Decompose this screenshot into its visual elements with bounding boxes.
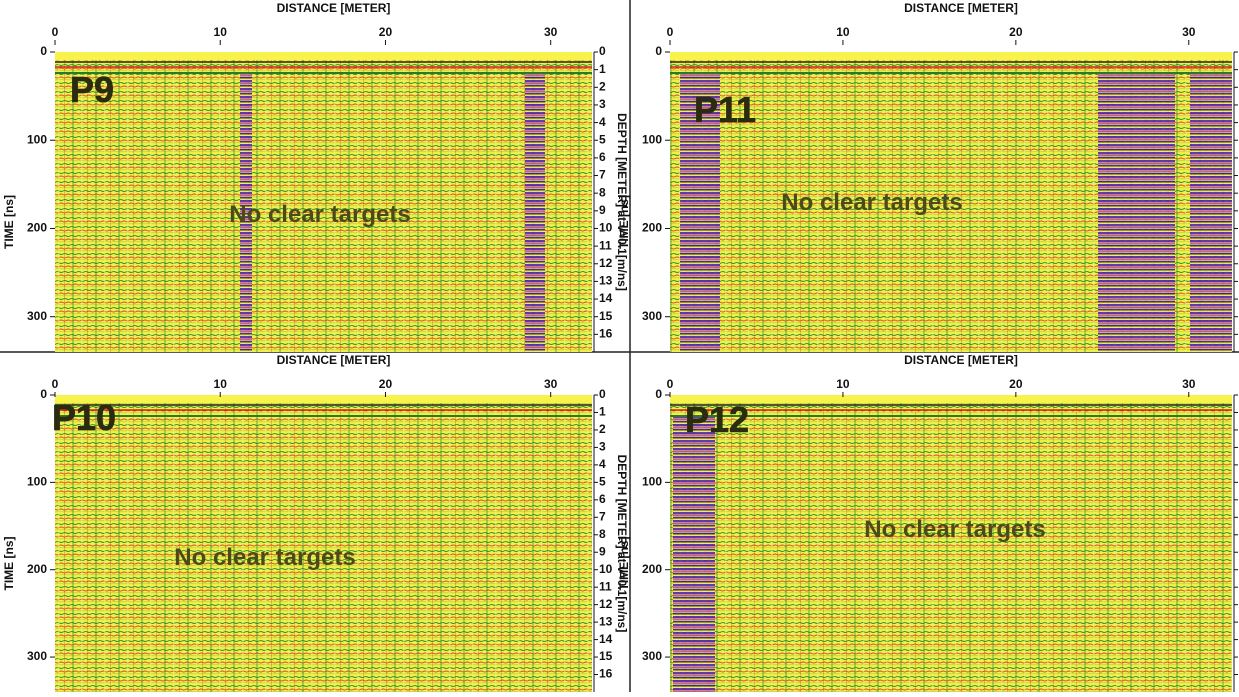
x-tick-label: 0 bbox=[52, 25, 59, 39]
strong-reflection bbox=[1098, 72, 1175, 352]
y2-tick-label: 4 bbox=[599, 457, 606, 471]
y2-tick-label: 3 bbox=[599, 97, 606, 111]
y-tick-label: 200 bbox=[642, 562, 662, 576]
surface-band bbox=[55, 395, 592, 403]
y2-tick-label: 13 bbox=[599, 274, 613, 288]
y-tick-label: 300 bbox=[642, 649, 662, 663]
y2-tick-label: 13 bbox=[599, 614, 613, 628]
strong-reflection bbox=[673, 415, 715, 692]
y2-tick-label: 12 bbox=[599, 597, 613, 611]
y-tick-label: 200 bbox=[27, 562, 47, 576]
profile-label: P12 bbox=[685, 399, 749, 440]
x-tick-label: 30 bbox=[1182, 377, 1196, 391]
y-tick-label: 0 bbox=[40, 44, 47, 58]
y-tick-label: 300 bbox=[27, 649, 47, 663]
x-tick-label: 0 bbox=[52, 377, 59, 391]
y2-tick-label: 9 bbox=[599, 203, 606, 217]
profile-label: P10 bbox=[52, 397, 116, 438]
strong-reflection bbox=[1190, 72, 1232, 352]
x-tick-label: 10 bbox=[836, 377, 850, 391]
surface-band bbox=[670, 395, 1232, 403]
y-tick-label: 100 bbox=[642, 132, 662, 146]
y-tick-label: 100 bbox=[642, 475, 662, 489]
y-tick-label: 200 bbox=[642, 221, 662, 235]
y-axis-title: TIME [ns] bbox=[2, 195, 16, 249]
page: {"panels": [ {"label": "P9", "annotation… bbox=[0, 0, 1239, 692]
surface-band bbox=[55, 52, 592, 60]
surface-band bbox=[670, 52, 1232, 60]
y2-tick-label: 12 bbox=[599, 256, 613, 270]
x-tick-label: 20 bbox=[379, 377, 393, 391]
y2-tick-label: 5 bbox=[599, 132, 606, 146]
y2-tick-label: 8 bbox=[599, 527, 606, 541]
x-tick-label: 30 bbox=[544, 25, 558, 39]
profile-label: P9 bbox=[70, 69, 114, 110]
y2-tick-label: 4 bbox=[599, 115, 606, 129]
radargram-traces bbox=[670, 395, 1232, 692]
y2-tick-label: 1 bbox=[599, 405, 606, 419]
y2-tick-label: 5 bbox=[599, 475, 606, 489]
y-tick-label: 100 bbox=[27, 475, 47, 489]
y2-tick-label: 2 bbox=[599, 422, 606, 436]
y2-tick-label: 16 bbox=[599, 667, 613, 681]
y2-tick-label: 8 bbox=[599, 185, 606, 199]
y2-tick-label: 14 bbox=[599, 291, 613, 305]
y-tick-label: 0 bbox=[655, 387, 662, 401]
x-tick-label: 20 bbox=[379, 25, 393, 39]
y-axis-title: TIME [ns] bbox=[617, 537, 631, 591]
x-tick-label: 20 bbox=[1009, 377, 1023, 391]
y2-tick-label: 7 bbox=[599, 168, 606, 182]
x-axis-title: DISTANCE [METER] bbox=[277, 1, 391, 15]
y2-tick-label: 7 bbox=[599, 509, 606, 523]
annotation: No clear targets bbox=[174, 544, 355, 571]
strong-reflection bbox=[525, 72, 545, 352]
annotation: No clear targets bbox=[781, 189, 962, 216]
y2-tick-label: 0 bbox=[599, 387, 606, 401]
x-tick-label: 0 bbox=[667, 377, 674, 391]
y-tick-label: 300 bbox=[642, 309, 662, 323]
figure: DISTANCE [METER]01020300100200300TIME [n… bbox=[0, 0, 1239, 692]
x-tick-label: 20 bbox=[1009, 25, 1023, 39]
x-tick-label: 0 bbox=[667, 25, 674, 39]
y2-tick-label: 11 bbox=[599, 238, 612, 252]
x-axis-title: DISTANCE [METER] bbox=[904, 353, 1018, 367]
y2-tick-label: 2 bbox=[599, 79, 606, 93]
y-tick-label: 0 bbox=[40, 387, 47, 401]
y2-tick-label: 16 bbox=[599, 327, 613, 341]
profile-label: P11 bbox=[694, 89, 756, 130]
x-axis-title: DISTANCE [METER] bbox=[277, 353, 391, 367]
y-tick-label: 0 bbox=[655, 44, 662, 58]
y2-tick-label: 10 bbox=[599, 562, 613, 576]
x-tick-label: 30 bbox=[1182, 25, 1196, 39]
y2-tick-label: 3 bbox=[599, 440, 606, 454]
y2-tick-label: 1 bbox=[599, 62, 606, 76]
y2-tick-label: 15 bbox=[599, 309, 613, 323]
y2-tick-label: 14 bbox=[599, 632, 613, 646]
y-tick-label: 200 bbox=[27, 221, 47, 235]
x-tick-label: 10 bbox=[836, 25, 850, 39]
y2-tick-label: 6 bbox=[599, 492, 606, 506]
annotation: No clear targets bbox=[864, 516, 1045, 543]
y2-tick-label: 6 bbox=[599, 150, 606, 164]
y-tick-label: 100 bbox=[27, 132, 47, 146]
x-axis-title: DISTANCE [METER] bbox=[904, 1, 1018, 15]
y2-tick-label: 15 bbox=[599, 649, 613, 663]
x-tick-label: 10 bbox=[214, 25, 228, 39]
y2-tick-label: 11 bbox=[599, 579, 612, 593]
y-tick-label: 300 bbox=[27, 309, 47, 323]
y2-tick-label: 10 bbox=[599, 221, 613, 235]
annotation: No clear targets bbox=[229, 201, 410, 228]
x-tick-label: 30 bbox=[544, 377, 558, 391]
y2-tick-label: 0 bbox=[599, 44, 606, 58]
y-axis-title: TIME [ns] bbox=[617, 195, 631, 249]
y2-tick-label: 9 bbox=[599, 544, 606, 558]
y-axis-title: TIME [ns] bbox=[2, 537, 16, 591]
x-tick-label: 10 bbox=[214, 377, 228, 391]
